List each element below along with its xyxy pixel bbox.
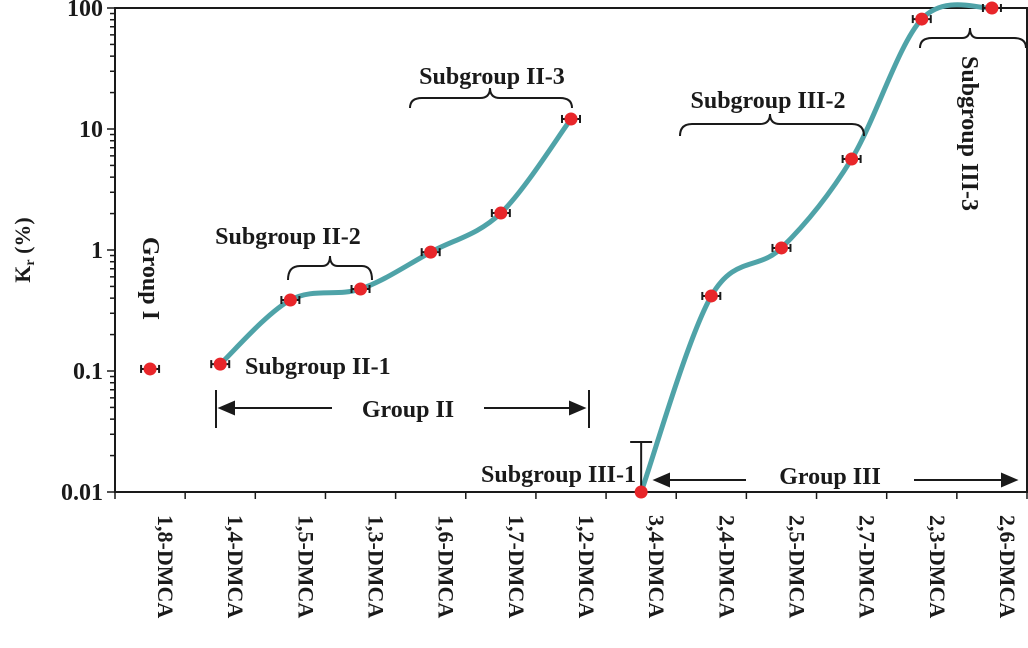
axes: 0.01 0.1 1 10 100 1,8-DMCA 1,4-DMCA 1,5-DMCA 1,3… [61, 0, 1028, 618]
data-point-1,3-DMCA [350, 282, 371, 296]
data-point-1,8-DMCA [140, 362, 161, 376]
x-tick-label: 2,6-DMCA [995, 515, 1020, 618]
data-point-2,7-DMCA [841, 152, 862, 166]
x-tick-label: 1,3-DMCA [364, 515, 389, 618]
subgroup-ii-3-brace [409, 87, 573, 109]
data-points [140, 1, 1002, 499]
data-marker [704, 289, 718, 303]
x-tick-label: 2,3-DMCA [925, 515, 950, 618]
data-marker [494, 206, 508, 220]
series-line [217, 116, 574, 367]
data-marker [564, 112, 578, 126]
data-point-1,2-DMCA [561, 112, 581, 126]
data-point-1,7-DMCA [490, 206, 511, 220]
data-point-1,6-DMCA [420, 245, 441, 259]
y-tick-label: 10 [79, 117, 103, 143]
data-marker [915, 12, 929, 26]
y-tick-label: 1 [91, 238, 103, 264]
data-marker [845, 152, 859, 166]
x-tick-label: 2,4-DMCA [714, 515, 739, 618]
data-point-1,4-DMCA [210, 357, 231, 371]
data-marker [424, 245, 438, 259]
x-tick-label: 1,6-DMCA [434, 515, 459, 618]
subgroup-ii-3-label: Subgroup II-3 [419, 64, 565, 90]
y-axis-label: Kr (%) [10, 217, 38, 283]
data-marker [774, 241, 788, 255]
x-tick-label: 1,2-DMCA [574, 515, 599, 618]
subgroup-ii-2-brace [287, 255, 373, 281]
data-point-2,6-DMCA [981, 1, 1002, 15]
x-tick-label: 1,7-DMCA [504, 515, 529, 618]
x-tick-label: 2,7-DMCA [855, 515, 880, 618]
subgroup-iii-2-brace [679, 113, 865, 137]
data-point-2,3-DMCA [911, 12, 932, 26]
subgroup-iii-2-label: Subgroup III-2 [691, 88, 846, 114]
data-point-1,5-DMCA [280, 293, 301, 307]
data-marker [634, 485, 648, 499]
x-tick-label: 1,4-DMCA [223, 515, 248, 618]
data-point-2,5-DMCA [771, 241, 792, 255]
subgroup-ii-1-label: Subgroup II-1 [245, 354, 391, 380]
group-ii-label: Group II [362, 397, 454, 423]
x-tick-label: 2,5-DMCA [784, 515, 809, 618]
data-point-3,4-DMCA [630, 441, 653, 499]
data-point-2,4-DMCA [701, 289, 722, 303]
subgroup-iii-3-brace [919, 27, 1027, 49]
subgroup-iii-1-label: Subgroup III-1 [481, 462, 636, 488]
y-tick-label: 100 [67, 0, 103, 22]
subgroup-iii-3-label: Subgroup III-3 [956, 56, 982, 211]
data-marker [143, 362, 157, 376]
data-marker [283, 293, 297, 307]
x-tick-label: 1,5-DMCA [293, 515, 318, 618]
annotations: Group I Subgroup II-1 Group II Subgroup … [137, 27, 1027, 490]
data-marker [354, 282, 368, 296]
subgroup-ii-2-label: Subgroup II-2 [215, 224, 361, 250]
group-iii-label: Group III [779, 464, 881, 490]
series-line [638, 2, 995, 495]
group-ii-bracket [215, 390, 590, 428]
x-tick-label: 1,8-DMCA [153, 515, 178, 618]
y-tick-label: 0.1 [73, 359, 103, 385]
group-i-label: Group I [137, 237, 163, 320]
data-marker [985, 1, 999, 15]
data-marker [213, 357, 227, 371]
y-tick-label: 0.01 [61, 480, 103, 506]
group-iii-bracket [652, 472, 1019, 488]
x-tick-label: 3,4-DMCA [644, 515, 669, 618]
